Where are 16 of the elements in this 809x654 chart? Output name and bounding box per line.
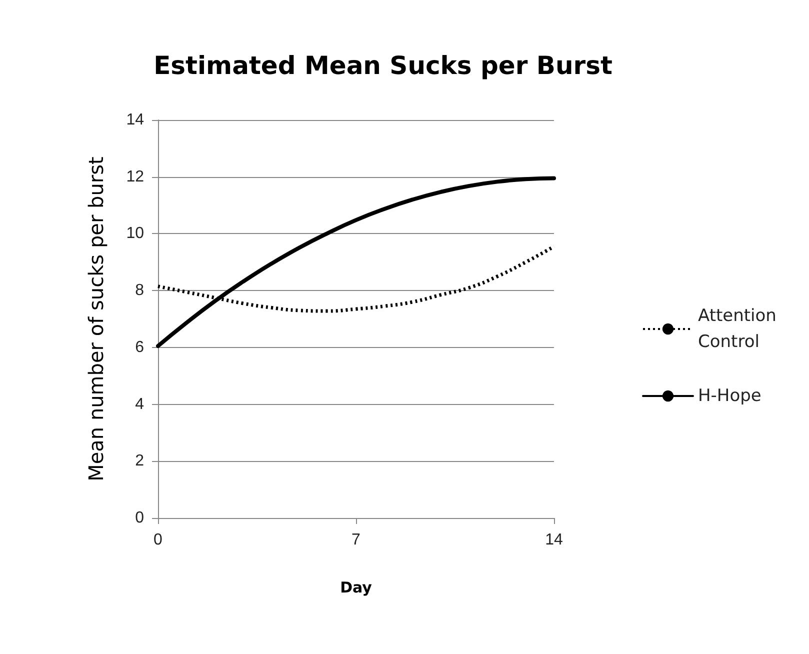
legend-label: Attention Control [698, 306, 782, 352]
x-tick-label: 14 [545, 532, 563, 548]
chart-title: Estimated Mean Sucks per Burst [154, 51, 612, 80]
y-tick-label: 12 [126, 168, 144, 186]
x-tick-label: 7 [352, 532, 361, 548]
y-tick-label: 4 [135, 396, 144, 413]
x-tick-label: 0 [154, 532, 163, 548]
y-tick-label: 14 [126, 112, 144, 128]
y-tick-label: 0 [135, 510, 144, 526]
y-tick-label: 6 [135, 338, 144, 356]
y-tick-label: 2 [135, 452, 144, 470]
y-tick-label: 8 [135, 282, 144, 300]
y-axis-title: Mean number of sucks per burst [84, 156, 108, 482]
y-tick-label: 10 [126, 225, 144, 242]
legend-label: H-Hope [698, 386, 762, 406]
x-axis-title: Day [340, 578, 372, 596]
